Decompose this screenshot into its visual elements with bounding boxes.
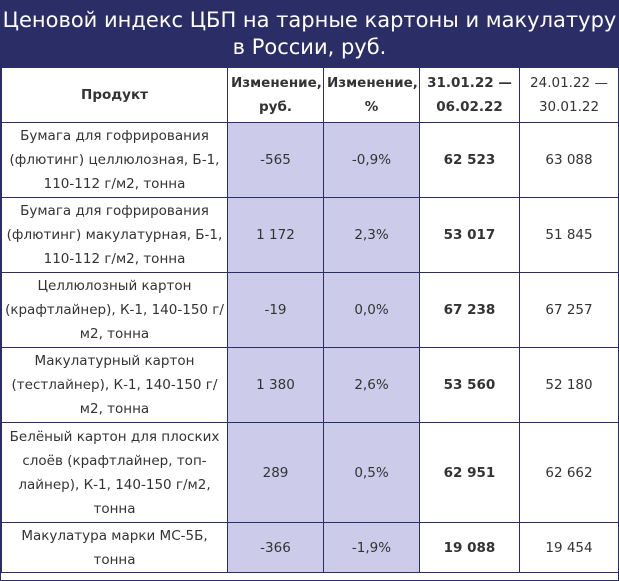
cell-change-rub: 289: [227, 422, 324, 523]
header-period-current: 31.01.22 — 06.02.22: [419, 67, 520, 123]
header-period-previous: 24.01.22 — 30.01.22: [519, 67, 619, 123]
cell-current: 67 238: [419, 272, 520, 348]
table-row: Бумага для гофрирования (флютинг) макула…: [1, 197, 619, 273]
cell-change-pct: 2,3%: [323, 197, 420, 273]
cell-previous: 51 845: [519, 197, 619, 273]
table-row: Целлюлозный картон (крафтлайнер), К-1, 1…: [1, 272, 619, 348]
cell-change-pct: 2,6%: [323, 347, 420, 423]
header-product: Продукт: [1, 67, 228, 123]
cell-change-rub: -19: [227, 272, 324, 348]
cell-product: Бумага для гофрирования (флютинг) макула…: [1, 197, 228, 273]
cell-change-rub: 1 172: [227, 197, 324, 273]
cell-current: 53 560: [419, 347, 520, 423]
cell-current: 19 088: [419, 522, 520, 573]
cell-previous: 62 662: [519, 422, 619, 523]
table-row: Бумага для гофрирования (флютинг) целлюл…: [1, 122, 619, 198]
cell-change-rub: -565: [227, 122, 324, 198]
table-row: Макулатурный картон (тестлайнер), К-1, 1…: [1, 347, 619, 423]
cell-product: Бумага для гофрирования (флютинг) целлюл…: [1, 122, 228, 198]
table-row: Белёный картон для плоских слоёв (крафтл…: [1, 422, 619, 523]
cell-change-rub: -366: [227, 522, 324, 573]
cell-change-rub: 1 380: [227, 347, 324, 423]
cell-previous: 52 180: [519, 347, 619, 423]
price-index-table: Продукт Изменение, руб. Изменение, % 31.…: [1, 67, 619, 573]
cell-change-pct: 0,0%: [323, 272, 420, 348]
cell-current: 62 523: [419, 122, 520, 198]
cell-previous: 67 257: [519, 272, 619, 348]
cell-product: Целлюлозный картон (крафтлайнер), К-1, 1…: [1, 272, 228, 348]
table-row: Макулатура марки МС-5Б, тонна -366 -1,9%…: [1, 522, 619, 573]
header-change-rub: Изменение, руб.: [227, 67, 324, 123]
cell-previous: 63 088: [519, 122, 619, 198]
header-change-pct: Изменение, %: [323, 67, 420, 123]
cell-change-pct: -0,9%: [323, 122, 420, 198]
header-row: Продукт Изменение, руб. Изменение, % 31.…: [1, 67, 619, 123]
cell-product: Макулатурный картон (тестлайнер), К-1, 1…: [1, 347, 228, 423]
cell-change-pct: 0,5%: [323, 422, 420, 523]
cell-change-pct: -1,9%: [323, 522, 420, 573]
table-title: Ценовой индекс ЦБП на тарные картоны и м…: [1, 1, 618, 67]
cell-product: Белёный картон для плоских слоёв (крафтл…: [1, 422, 228, 523]
cell-product: Макулатура марки МС-5Б, тонна: [1, 522, 228, 573]
cell-previous: 19 454: [519, 522, 619, 573]
cell-current: 53 017: [419, 197, 520, 273]
cell-current: 62 951: [419, 422, 520, 523]
